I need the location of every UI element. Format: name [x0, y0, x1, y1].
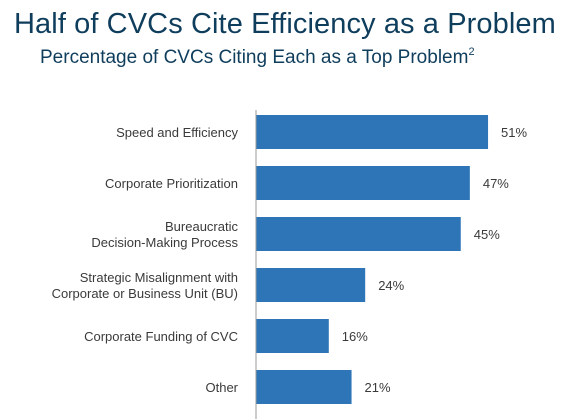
category-label-5: Corporate Funding of CVC [84, 329, 238, 344]
bar-6 [256, 370, 352, 404]
subtitle-footnote: 2 [468, 46, 475, 58]
category-label-3-line-2: Decision-Making Process [91, 235, 238, 250]
subtitle-text: Percentage of CVCs Citing Each as a Top … [40, 47, 469, 68]
bar-1 [256, 115, 489, 149]
data-label-3: 45% [474, 227, 500, 242]
bar-5 [256, 319, 329, 353]
data-label-5: 16% [342, 329, 368, 344]
bar-3 [256, 217, 461, 251]
data-label-4: 24% [378, 278, 404, 293]
bar-4 [256, 268, 366, 302]
category-label-4-line-1: Strategic Misalignment with [80, 270, 238, 285]
category-label-2: Corporate Prioritization [105, 176, 238, 191]
category-label-4-line-2: Corporate or Business Unit (BU) [52, 286, 238, 301]
category-label-1: Speed and Efficiency [116, 125, 238, 140]
data-label-1: 51% [501, 125, 527, 140]
data-label-2: 47% [483, 176, 509, 191]
category-label-6: Other [205, 380, 238, 395]
chart-subtitle: Percentage of CVCs Citing Each as a Top … [40, 46, 475, 69]
bar-2 [256, 166, 470, 200]
data-label-6: 21% [365, 380, 391, 395]
chart-title: Half of CVCs Cite Efficiency as a Proble… [14, 8, 556, 40]
category-label-3-line-1: Bureaucratic [165, 219, 238, 234]
